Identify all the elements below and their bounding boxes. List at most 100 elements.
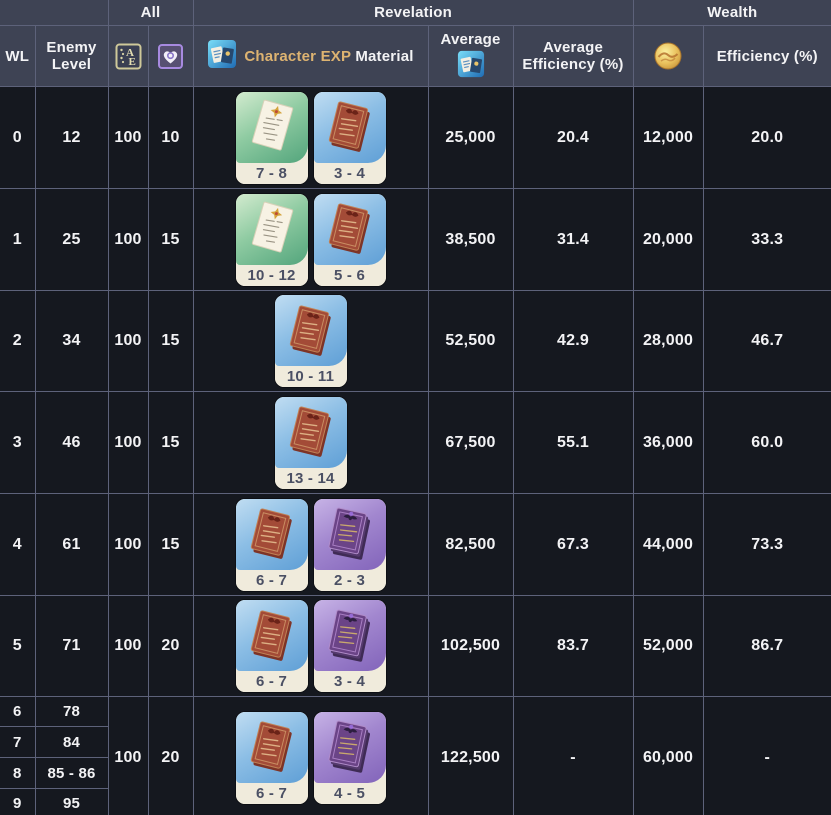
average-efficiency-cell: 31.4 xyxy=(512,188,634,291)
material-label-gold: Character EXP xyxy=(244,47,351,65)
item-count: 5 - 6 xyxy=(313,264,386,286)
mora-cell: 52,000 xyxy=(632,595,704,697)
wanderers-advice-icon xyxy=(235,91,308,163)
average-cell: 122,500 xyxy=(427,696,514,815)
table-row: 4 61 100 15 xyxy=(0,493,831,596)
item-count: 7 - 8 xyxy=(235,162,308,184)
efficiency-cell: 46.7 xyxy=(702,290,831,392)
group-header-empty xyxy=(0,0,109,26)
adventurers-experience-icon xyxy=(235,600,308,671)
enemy-level-cell: 61 xyxy=(34,493,109,596)
average-efficiency-cell: 42.9 xyxy=(512,290,634,392)
item-card[interactable]: 13 - 14 xyxy=(274,396,347,489)
col-header-efficiency: Efficiency (%) xyxy=(702,25,831,87)
col-header-enemy-level: Enemy Level xyxy=(34,25,109,87)
heros-wit-icon xyxy=(313,711,386,783)
item-card[interactable]: 7 - 8 xyxy=(235,91,308,184)
item-card[interactable]: 6 - 7 xyxy=(235,600,308,692)
average-efficiency-cell: - xyxy=(512,696,634,815)
heros-wit-icon xyxy=(313,600,386,671)
item-count: 4 - 5 xyxy=(313,782,386,804)
average-cell: 38,500 xyxy=(427,188,514,291)
adventure-exp-cell: 100 xyxy=(107,391,149,494)
efficiency-cell: 20.0 xyxy=(702,86,831,189)
wl-cell: 2 xyxy=(0,290,36,392)
table-row: 3 46 100 15 xyxy=(0,391,831,494)
item-card[interactable]: 2 - 3 xyxy=(313,498,386,591)
col-header-adventure-exp: A E xyxy=(107,25,149,87)
heros-wit-icon xyxy=(313,498,386,570)
adventurers-experience-icon xyxy=(274,396,347,468)
item-count: 10 - 12 xyxy=(235,264,308,286)
adventurers-experience-icon xyxy=(313,193,386,265)
average-efficiency-cell: 55.1 xyxy=(512,391,634,494)
materials-cell: 6 - 7 xyxy=(192,696,429,815)
enemy-level-cell: 84 xyxy=(34,726,109,758)
enemy-level-cell: 78 xyxy=(34,696,109,727)
item-card[interactable]: 5 - 6 xyxy=(313,193,386,286)
item-count: 6 - 7 xyxy=(235,782,308,804)
item-card[interactable]: 6 - 7 xyxy=(235,498,308,591)
adventurers-experience-icon xyxy=(235,498,308,570)
mora-cell: 12,000 xyxy=(632,86,704,189)
item-count: 2 - 3 xyxy=(313,569,386,591)
item-count: 3 - 4 xyxy=(313,162,386,184)
average-efficiency-cell: 20.4 xyxy=(512,86,634,189)
adventure-exp-cell: 100 xyxy=(107,188,149,291)
item-count: 6 - 7 xyxy=(235,569,308,591)
wl-cell: 7 xyxy=(0,726,36,758)
adventure-exp-cell: 100 xyxy=(107,290,149,392)
average-cell: 52,500 xyxy=(427,290,514,392)
wl-cell: 1 xyxy=(0,188,36,291)
table-row: 8 85 - 86 xyxy=(0,757,831,789)
wl-cell: 0 xyxy=(0,86,36,189)
table-row: 7 84 xyxy=(0,726,831,758)
item-card[interactable]: 3 - 4 xyxy=(313,91,386,184)
material-label-white: Material xyxy=(355,47,414,65)
enemy-level-cell: 71 xyxy=(34,595,109,697)
enemy-level-cell: 95 xyxy=(34,788,109,815)
wl-cell: 6 xyxy=(0,696,36,727)
character-exp-material-icon xyxy=(457,50,485,82)
item-card[interactable]: 3 - 4 xyxy=(313,600,386,692)
enemy-level-cell: 85 - 86 xyxy=(34,757,109,789)
col-header-average-efficiency: Average Efficiency (%) xyxy=(512,25,634,87)
adventure-exp-icon: A E xyxy=(109,43,147,70)
item-count: 10 - 11 xyxy=(274,366,347,387)
item-count: 3 - 4 xyxy=(313,671,386,692)
adventurers-experience-icon xyxy=(235,711,308,783)
adventure-exp-cell: 100 xyxy=(107,696,149,815)
group-header-revelation: Revelation xyxy=(192,0,634,26)
average-cell: 102,500 xyxy=(427,595,514,697)
companionship-exp-cell: 20 xyxy=(147,696,194,815)
average-efficiency-cell: 83.7 xyxy=(512,595,634,697)
materials-cell: 10 - 11 xyxy=(192,290,429,392)
item-card[interactable]: 10 - 12 xyxy=(235,193,308,286)
materials-cell: 6 - 7 xyxy=(192,595,429,697)
item-card[interactable]: 4 - 5 xyxy=(313,711,386,804)
wl-cell: 4 xyxy=(0,493,36,596)
companionship-exp-cell: 10 xyxy=(147,86,194,189)
companionship-exp-cell: 15 xyxy=(147,290,194,392)
table-row: 9 95 xyxy=(0,788,831,815)
efficiency-cell: - xyxy=(702,696,831,815)
mora-cell: 60,000 xyxy=(632,696,704,815)
average-cell: 67,500 xyxy=(427,391,514,494)
adventurers-experience-icon xyxy=(274,295,347,366)
adventure-exp-cell: 100 xyxy=(107,86,149,189)
group-header-all: All xyxy=(107,0,194,26)
col-header-wl: WL xyxy=(0,25,36,87)
mora-cell: 20,000 xyxy=(632,188,704,291)
adventure-exp-cell: 100 xyxy=(107,595,149,697)
col-header-mora xyxy=(632,25,704,87)
efficiency-cell: 86.7 xyxy=(702,595,831,697)
item-card[interactable]: 6 - 7 xyxy=(235,711,308,804)
wl-cell: 9 xyxy=(0,788,36,815)
col-header-average: Average xyxy=(427,25,514,87)
enemy-level-cell: 25 xyxy=(34,188,109,291)
item-card[interactable]: 10 - 11 xyxy=(274,295,347,387)
mora-cell: 28,000 xyxy=(632,290,704,392)
enemy-level-cell: 12 xyxy=(34,86,109,189)
